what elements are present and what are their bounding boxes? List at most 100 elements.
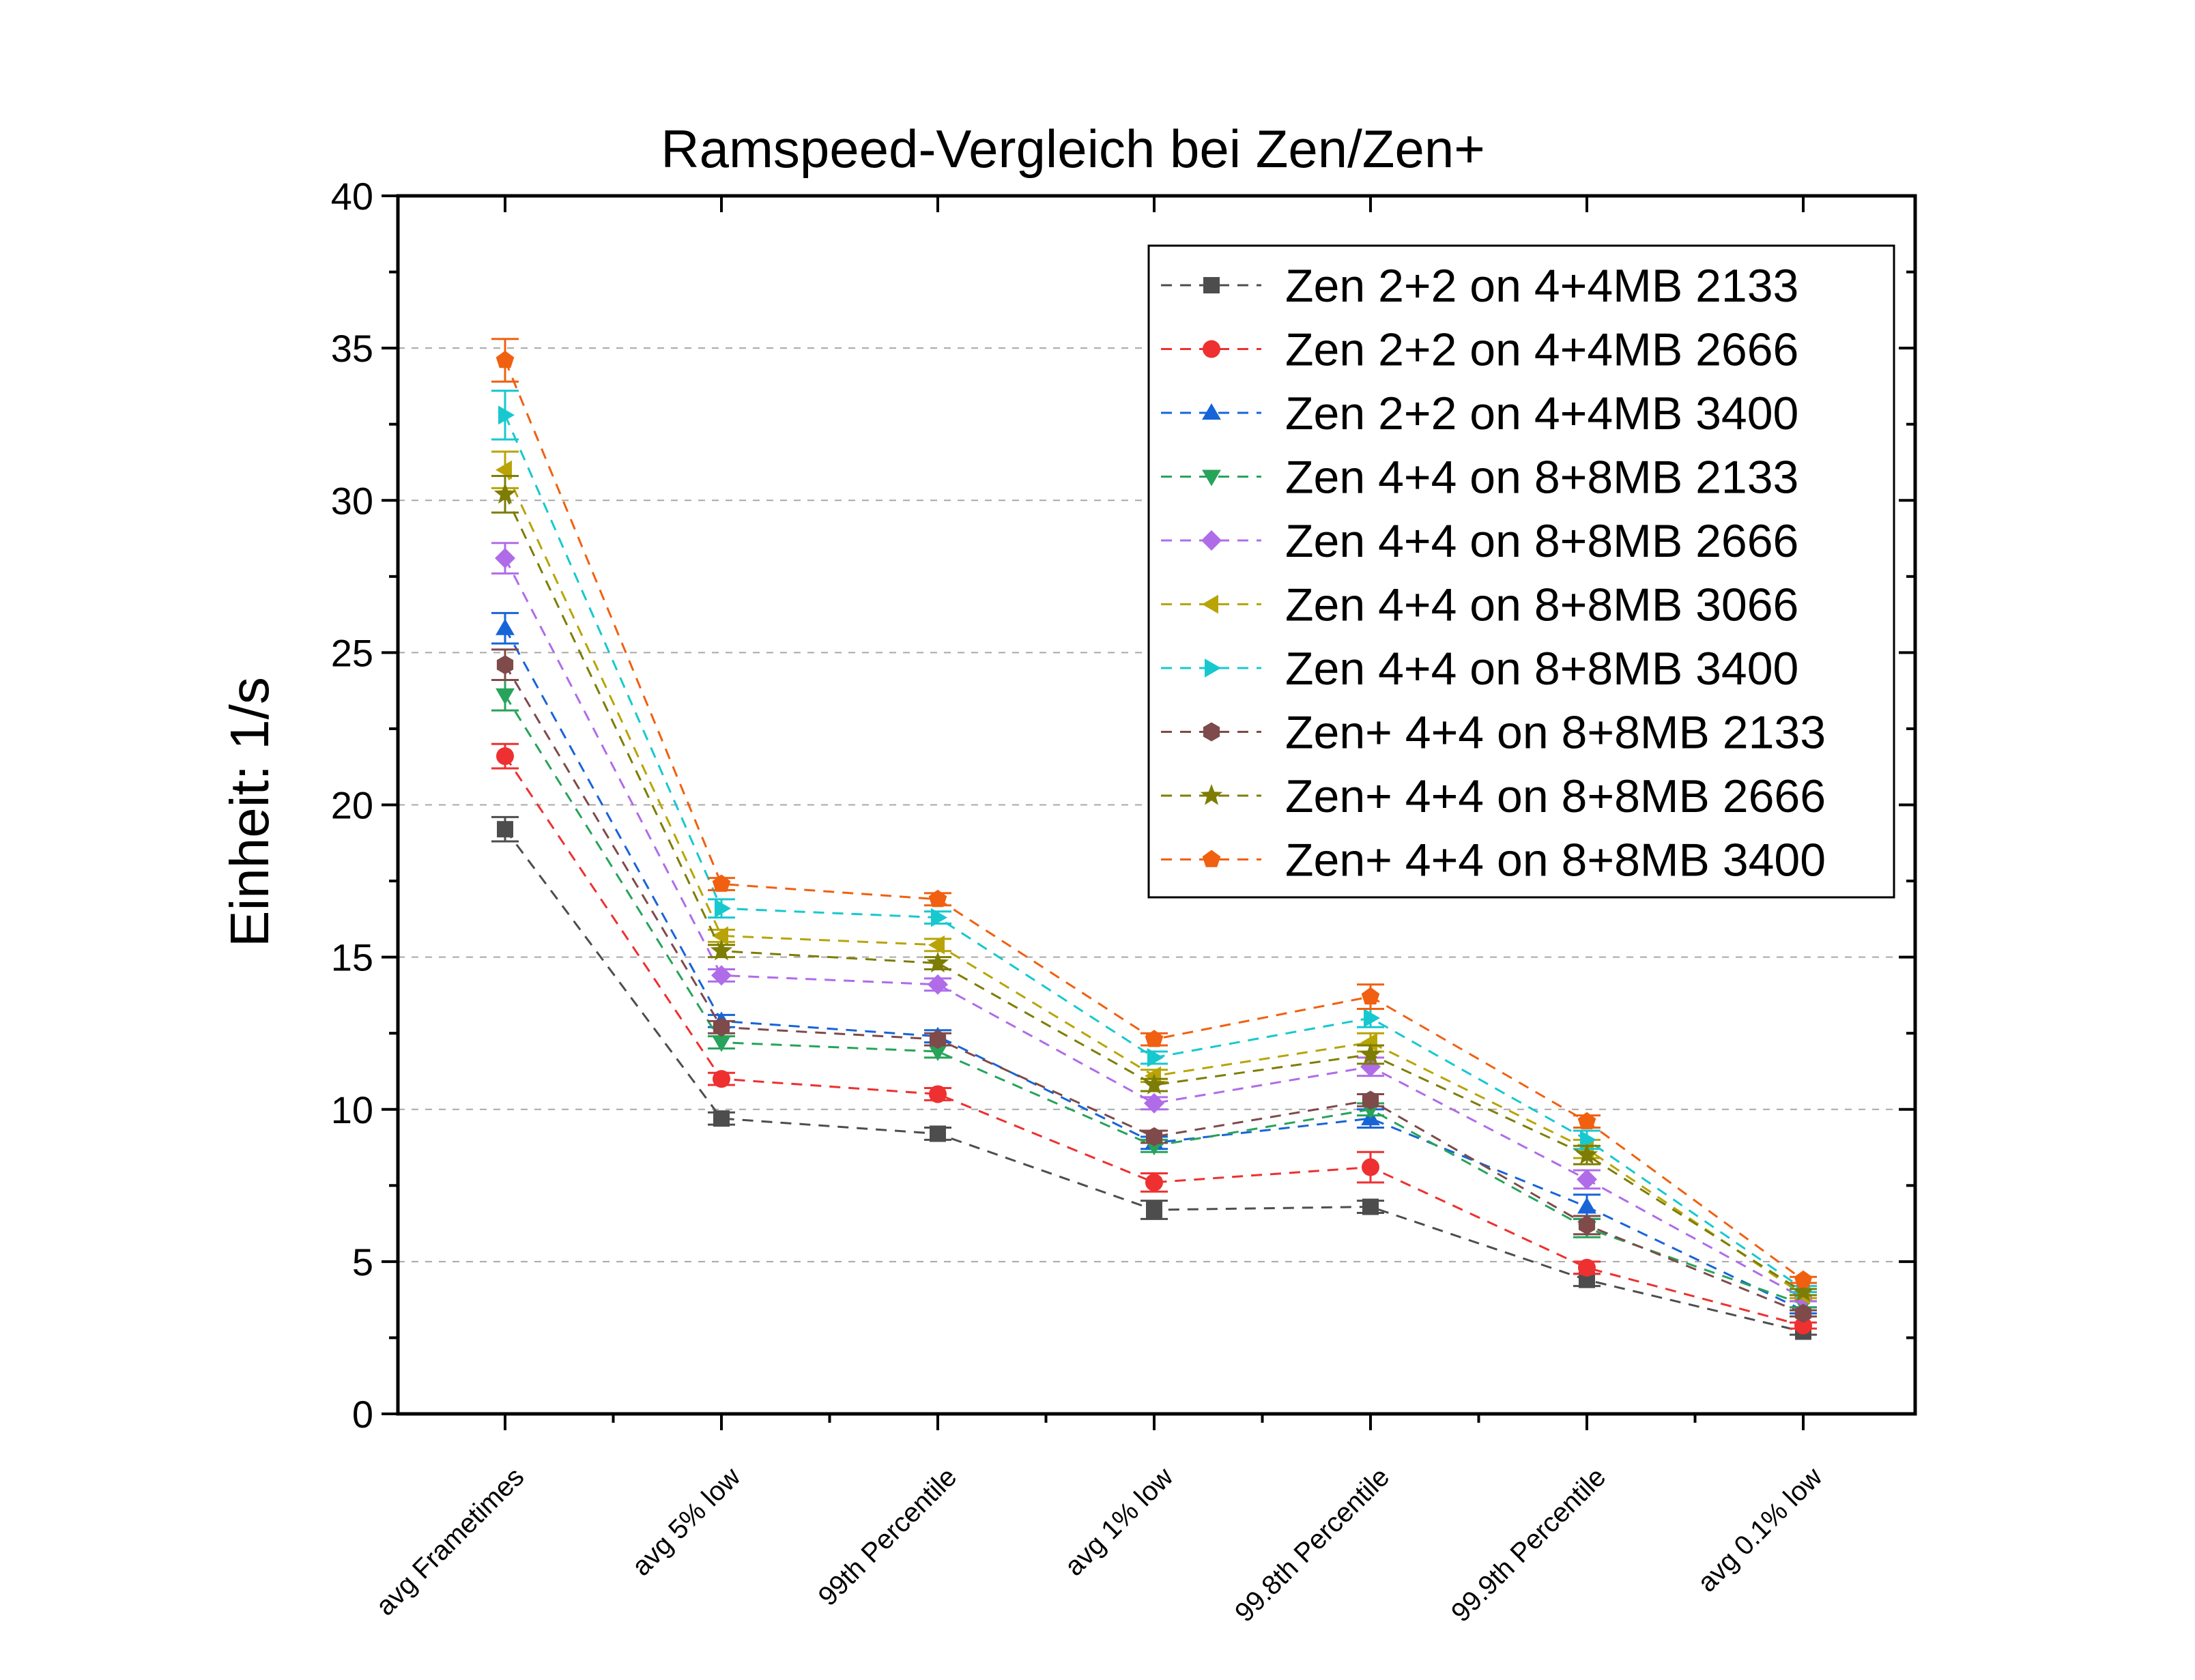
data-point-zen-2-2-on-4-4mb-2133-2 xyxy=(930,1125,946,1142)
data-point-zen-4-4-on-8-8mb-3400-3 xyxy=(1147,1048,1164,1067)
data-point-zen-4-4-on-8-8mb-3400-5 xyxy=(1577,1112,1596,1129)
data-point-zen-4-4-on-8-8mb-3400-6 xyxy=(1794,1270,1813,1288)
legend-item-zen-4-4-on-8-8mb-2666: Zen 4+4 on 8+8MB 2666 xyxy=(1161,515,1798,567)
data-point-zen-2-2-on-4-4mb-2133-0 xyxy=(497,821,513,838)
data-point-zen-2-2-on-4-4mb-2666-5 xyxy=(1578,1258,1596,1277)
y-tick-label-40: 40 xyxy=(331,175,373,218)
data-point-zen-4-4-on-8-8mb-2133-1 xyxy=(712,1035,731,1052)
legend-label: Zen+ 4+4 on 8+8MB 2666 xyxy=(1285,770,1826,822)
y-tick-label-10: 10 xyxy=(331,1088,373,1131)
data-point-zen-4-4-on-8-8mb-3400-2 xyxy=(928,889,947,908)
y-tick-label-15: 15 xyxy=(331,936,373,979)
data-point-zen-2-2-on-4-4mb-2133-1 xyxy=(713,1110,730,1127)
y-tick-label-25: 25 xyxy=(331,631,373,674)
series-zen-4-4-on-8-8mb-3400 xyxy=(491,338,1817,1288)
data-point-zen-2-2-on-4-4mb-2666-4 xyxy=(1362,1158,1379,1176)
data-point-zen-4-4-on-8-8mb-3400-1 xyxy=(715,899,731,918)
y-tick-label-35: 35 xyxy=(331,327,373,370)
data-point-zen-2-2-on-4-4mb-2133-4 xyxy=(1362,1198,1379,1215)
data-point-zen-4-4-on-8-8mb-2666-5 xyxy=(1577,1169,1597,1190)
data-point-zen-4-4-on-8-8mb-2133-3 xyxy=(1145,1127,1163,1146)
legend-label: Zen 4+4 on 8+8MB 2666 xyxy=(1285,515,1798,567)
data-point-zen-4-4-on-8-8mb-2133-0 xyxy=(496,655,514,675)
data-point-zen-4-4-on-8-8mb-3066-0 xyxy=(496,460,512,480)
chart-title: Ramspeed-Vergleich bei Zen/Zen+ xyxy=(661,119,1485,179)
data-point-zen-4-4-on-8-8mb-2666-0 xyxy=(493,482,517,504)
legend-item-zen-4-4-on-8-8mb-3400: Zen 4+4 on 8+8MB 3400 xyxy=(1161,643,1798,695)
data-point-zen-4-4-on-8-8mb-3400-4 xyxy=(1361,987,1380,1004)
legend-marker-square xyxy=(1203,277,1220,293)
data-point-zen-4-4-on-8-8mb-3400-0 xyxy=(498,405,515,425)
data-point-zen-4-4-on-8-8mb-2133-1 xyxy=(713,1017,730,1037)
legend-label: Zen 4+4 on 8+8MB 3400 xyxy=(1285,643,1798,695)
data-point-zen-4-4-on-8-8mb-2666-6 xyxy=(1792,1280,1815,1302)
data-point-zen-2-2-on-4-4mb-2133-3 xyxy=(1146,1202,1162,1219)
y-tick-label-0: 0 xyxy=(352,1393,373,1436)
legend-item-zen-4-4-on-8-8mb-2666: Zen+ 4+4 on 8+8MB 2666 xyxy=(1161,770,1826,822)
legend-marker-star xyxy=(1200,784,1223,805)
data-point-zen-4-4-on-8-8mb-2666-3 xyxy=(1144,1092,1164,1114)
data-point-zen-4-4-on-8-8mb-3400-1 xyxy=(712,874,731,892)
legend-item-zen-4-4-on-8-8mb-2133: Zen+ 4+4 on 8+8MB 2133 xyxy=(1161,707,1826,759)
data-point-zen-4-4-on-8-8mb-3400-2 xyxy=(931,908,947,927)
data-point-zen-4-4-on-8-8mb-2666-3 xyxy=(1143,1073,1166,1095)
legend-item-zen-2-2-on-4-4mb-2133: Zen 2+2 on 4+4MB 2133 xyxy=(1161,260,1798,312)
data-point-zen-4-4-on-8-8mb-2666-5 xyxy=(1575,1143,1598,1165)
legend: Zen 2+2 on 4+4MB 2133 Zen 2+2 on 4+4MB 26… xyxy=(1147,244,1895,899)
legend-label: Zen 2+2 on 4+4MB 3400 xyxy=(1285,388,1798,439)
legend-label: Zen 4+4 on 8+8MB 3066 xyxy=(1285,579,1798,631)
data-point-zen-4-4-on-8-8mb-3400-0 xyxy=(496,351,515,368)
data-point-zen-4-4-on-8-8mb-2133-4 xyxy=(1362,1090,1379,1110)
y-tick-label-30: 30 xyxy=(331,479,373,522)
legend-marker-circle xyxy=(1203,340,1220,358)
data-point-zen-2-2-on-4-4mb-2666-1 xyxy=(713,1070,730,1088)
legend-item-zen-2-2-on-4-4mb-2666: Zen 2+2 on 4+4MB 2666 xyxy=(1161,324,1798,376)
data-point-zen-2-2-on-4-4mb-2666-2 xyxy=(929,1085,947,1103)
data-point-zen-4-4-on-8-8mb-2133-2 xyxy=(929,1030,947,1049)
data-point-zen-2-2-on-4-4mb-2666-0 xyxy=(496,747,514,766)
data-point-zen-4-4-on-8-8mb-2666-4 xyxy=(1359,1043,1382,1065)
data-point-zen-4-4-on-8-8mb-3400-3 xyxy=(1145,1030,1164,1047)
data-point-zen-2-2-on-4-4mb-3400-0 xyxy=(496,618,515,635)
legend-box xyxy=(1147,244,1895,899)
data-point-zen-4-4-on-8-8mb-2133-2 xyxy=(928,1045,947,1061)
series-zen-4-4-on-8-8mb-2666 xyxy=(491,542,1817,1309)
legend-label: Zen 2+2 on 4+4MB 2133 xyxy=(1285,260,1798,312)
data-point-zen-4-4-on-8-8mb-3400-4 xyxy=(1364,1009,1380,1028)
legend-label: Zen+ 4+4 on 8+8MB 3400 xyxy=(1285,835,1826,886)
legend-label: Zen 2+2 on 4+4MB 2666 xyxy=(1285,324,1798,376)
data-point-zen-2-2-on-4-4mb-3400-5 xyxy=(1577,1197,1596,1214)
data-point-zen-4-4-on-8-8mb-2666-0 xyxy=(495,548,515,568)
legend-label: Zen+ 4+4 on 8+8MB 2133 xyxy=(1285,707,1826,759)
series-zen-4-4-on-8-8mb-2666 xyxy=(491,475,1817,1302)
y-tick-label-20: 20 xyxy=(331,784,373,827)
data-point-zen-2-2-on-4-4mb-2666-3 xyxy=(1145,1173,1163,1191)
data-point-zen-2-2-on-4-4mb-2666-6 xyxy=(1794,1316,1812,1335)
legend-marker-diamond xyxy=(1201,530,1222,551)
data-point-zen-4-4-on-8-8mb-2666-2 xyxy=(928,974,948,995)
data-point-zen-4-4-on-8-8mb-3400-5 xyxy=(1580,1130,1596,1150)
series-zen-2-2-on-4-4mb-2666 xyxy=(491,742,1817,1335)
data-point-zen-4-4-on-8-8mb-2133-5 xyxy=(1578,1215,1596,1235)
legend-item-zen-4-4-on-8-8mb-3400: Zen+ 4+4 on 8+8MB 3400 xyxy=(1161,835,1826,886)
legend-marker-triangle-left xyxy=(1202,594,1218,614)
data-point-zen-4-4-on-8-8mb-2133-0 xyxy=(496,688,515,705)
y-axis-label: Einheit: 1/s xyxy=(219,677,280,947)
data-point-zen-4-4-on-8-8mb-3066-3 xyxy=(1145,1066,1161,1086)
legend-marker-hexagon xyxy=(1203,722,1220,742)
legend-marker-triangle-up xyxy=(1202,403,1221,420)
legend-item-zen-2-2-on-4-4mb-3400: Zen 2+2 on 4+4MB 3400 xyxy=(1161,388,1798,439)
data-point-zen-4-4-on-8-8mb-2666-1 xyxy=(710,939,733,961)
legend-marker-triangle-right xyxy=(1205,658,1221,678)
data-point-zen-4-4-on-8-8mb-2133-6 xyxy=(1794,1303,1812,1323)
data-point-zen-4-4-on-8-8mb-3066-4 xyxy=(1361,1032,1377,1052)
data-point-zen-4-4-on-8-8mb-3066-2 xyxy=(928,935,945,955)
legend-item-zen-4-4-on-8-8mb-2133: Zen 4+4 on 8+8MB 2133 xyxy=(1161,452,1798,504)
data-point-zen-4-4-on-8-8mb-3066-1 xyxy=(712,926,728,946)
legend-label: Zen 4+4 on 8+8MB 2133 xyxy=(1285,452,1798,504)
legend-item-zen-4-4-on-8-8mb-3066: Zen 4+4 on 8+8MB 3066 xyxy=(1161,579,1798,631)
series-zen-4-4-on-8-8mb-2133 xyxy=(491,648,1817,1323)
legend-marker-pentagon xyxy=(1202,850,1221,867)
data-point-zen-4-4-on-8-8mb-2666-2 xyxy=(926,951,949,973)
